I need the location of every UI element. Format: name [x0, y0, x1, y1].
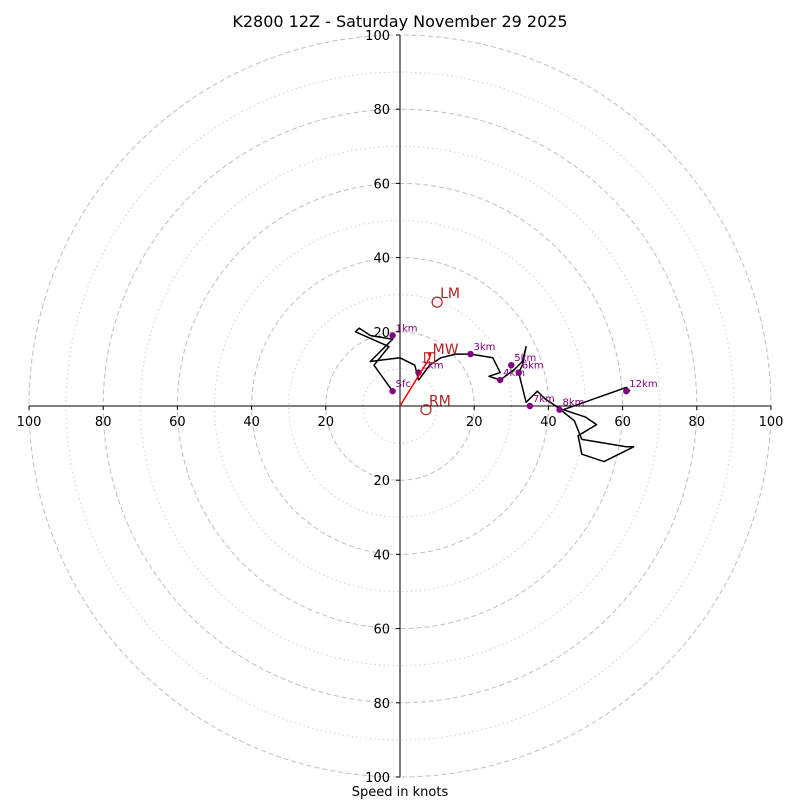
storm-motion-label-mw: MW	[433, 342, 459, 358]
storm-motion-markers: LM MW RM	[399, 286, 460, 416]
y-tick-label: 100	[365, 29, 390, 44]
x-tick-label: 40	[540, 415, 557, 430]
height-marker-3km	[467, 350, 474, 358]
wind-trace-line	[354, 327, 635, 463]
storm-motion-label-lm: LM	[440, 286, 460, 302]
y-tick-label: 60	[373, 177, 390, 192]
height-label-2km: 2km	[422, 361, 444, 372]
height-label-1km: 1km	[396, 324, 418, 335]
y-tick-label: 40	[373, 548, 390, 563]
y-tick-label: 40	[373, 252, 390, 267]
x-tick-label: 100	[759, 415, 784, 430]
height-marker-6km	[515, 369, 522, 376]
y-tick-label: 60	[373, 623, 390, 638]
tick-labels: 100 80 60 40 20 20 40 60 80 100100806040202040608…	[17, 29, 784, 786]
storm-motion-label-rm: RM	[429, 394, 451, 410]
x-tick-label: 40	[243, 415, 260, 430]
height-label-3km: 3km	[473, 342, 495, 353]
height-label-5km: 5km	[514, 353, 536, 364]
height-marker-Sfc	[389, 387, 396, 395]
height-marker-4km	[496, 376, 504, 384]
y-tick-label: 100	[365, 771, 390, 786]
y-tick-label: 20	[373, 474, 390, 489]
x-tick-label: 100	[17, 415, 42, 430]
x-tick-label: 60	[169, 415, 186, 430]
storm-motion-rm	[420, 404, 432, 416]
x-axis-label: Speed in knots	[352, 785, 449, 800]
height-label-12km: 12km	[629, 379, 657, 390]
x-tick-label: 60	[614, 415, 631, 430]
height-label-Sfc: Sfc	[396, 379, 411, 390]
height-marker-7km	[526, 402, 534, 410]
height-marker-1km	[389, 332, 396, 339]
height-marker-12km	[623, 387, 630, 395]
height-label-4km: 4km	[503, 368, 525, 379]
height-marker-8km	[556, 406, 563, 413]
shear-vector-line	[399, 357, 431, 407]
x-tick-label: 20	[466, 415, 483, 430]
height-label-7km: 7km	[533, 394, 555, 405]
storm-motion-lm	[431, 296, 443, 308]
storm-motion-mw	[424, 352, 436, 364]
x-tick-label: 80	[95, 415, 112, 430]
y-tick-label: 80	[373, 103, 390, 118]
height-label-8km: 8km	[563, 398, 585, 409]
chart-title: K2800 12Z - Saturday November 29 2025	[232, 12, 567, 31]
x-tick-label: 80	[689, 415, 706, 430]
shear-vector-head	[427, 352, 432, 360]
y-tick-label: 80	[373, 697, 390, 712]
height-marker-5km	[508, 361, 515, 369]
height-label-6km: 6km	[522, 361, 544, 372]
hodograph-trace	[354, 327, 635, 463]
x-tick-label: 20	[318, 415, 335, 430]
